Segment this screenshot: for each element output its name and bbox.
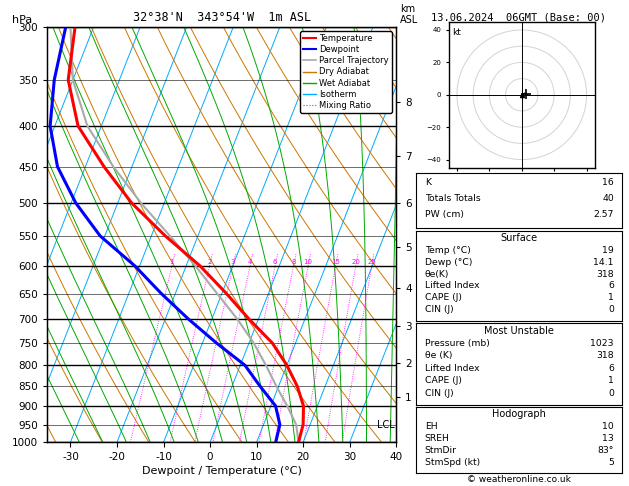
Text: CIN (J): CIN (J) [425,389,454,398]
Text: 10: 10 [304,259,313,265]
Text: LCL: LCL [377,419,395,430]
Text: 40: 40 [602,193,614,203]
Text: 1023: 1023 [591,339,614,348]
Text: CIN (J): CIN (J) [425,306,454,314]
Legend: Temperature, Dewpoint, Parcel Trajectory, Dry Adiabat, Wet Adiabat, Isotherm, Mi: Temperature, Dewpoint, Parcel Trajectory… [300,31,392,113]
Text: 1: 1 [608,377,614,385]
Text: 318: 318 [596,351,614,360]
Text: 20: 20 [352,259,360,265]
Text: 13: 13 [602,434,614,443]
Text: 2: 2 [208,259,212,265]
Text: 25: 25 [367,259,376,265]
Text: PW (cm): PW (cm) [425,209,464,219]
Text: 0: 0 [608,306,614,314]
Text: 3: 3 [231,259,235,265]
Text: 0: 0 [608,389,614,398]
Text: hPa: hPa [13,15,33,25]
Text: SREH: SREH [425,434,450,443]
Text: 10: 10 [602,422,614,431]
Text: Totals Totals: Totals Totals [425,193,481,203]
Text: 2.57: 2.57 [594,209,614,219]
Text: km
ASL: km ASL [400,4,418,25]
Text: Surface: Surface [501,233,538,243]
Text: 19: 19 [602,245,614,255]
Text: θe (K): θe (K) [425,351,452,360]
Text: 5: 5 [608,458,614,467]
Text: Lifted Index: Lifted Index [425,364,479,373]
Title: 32°38'N  343°54'W  1m ASL: 32°38'N 343°54'W 1m ASL [133,11,311,24]
Text: Temp (°C): Temp (°C) [425,245,470,255]
Text: K: K [425,177,431,187]
Text: 6: 6 [608,364,614,373]
Text: 15: 15 [331,259,340,265]
Text: 6: 6 [273,259,277,265]
X-axis label: Dewpoint / Temperature (°C): Dewpoint / Temperature (°C) [142,466,302,476]
Text: θe(K): θe(K) [425,270,449,278]
Text: Hodograph: Hodograph [493,409,546,419]
Text: kt: kt [452,28,461,37]
Text: 16: 16 [602,177,614,187]
Text: 14.1: 14.1 [593,258,614,266]
Text: 8: 8 [291,259,296,265]
Text: Most Unstable: Most Unstable [484,326,554,336]
Text: 4: 4 [248,259,252,265]
Text: Dewp (°C): Dewp (°C) [425,258,472,266]
Text: Lifted Index: Lifted Index [425,281,479,291]
Text: 13.06.2024  06GMT (Base: 00): 13.06.2024 06GMT (Base: 00) [431,12,606,22]
Text: 6: 6 [608,281,614,291]
Text: StmDir: StmDir [425,446,457,455]
Text: 318: 318 [596,270,614,278]
Text: StmSpd (kt): StmSpd (kt) [425,458,480,467]
Text: EH: EH [425,422,437,431]
Text: CAPE (J): CAPE (J) [425,294,462,302]
Text: 1: 1 [170,259,174,265]
Text: CAPE (J): CAPE (J) [425,377,462,385]
Text: 1: 1 [608,294,614,302]
Text: © weatheronline.co.uk: © weatheronline.co.uk [467,474,571,484]
Text: 83°: 83° [598,446,614,455]
Text: Pressure (mb): Pressure (mb) [425,339,489,348]
